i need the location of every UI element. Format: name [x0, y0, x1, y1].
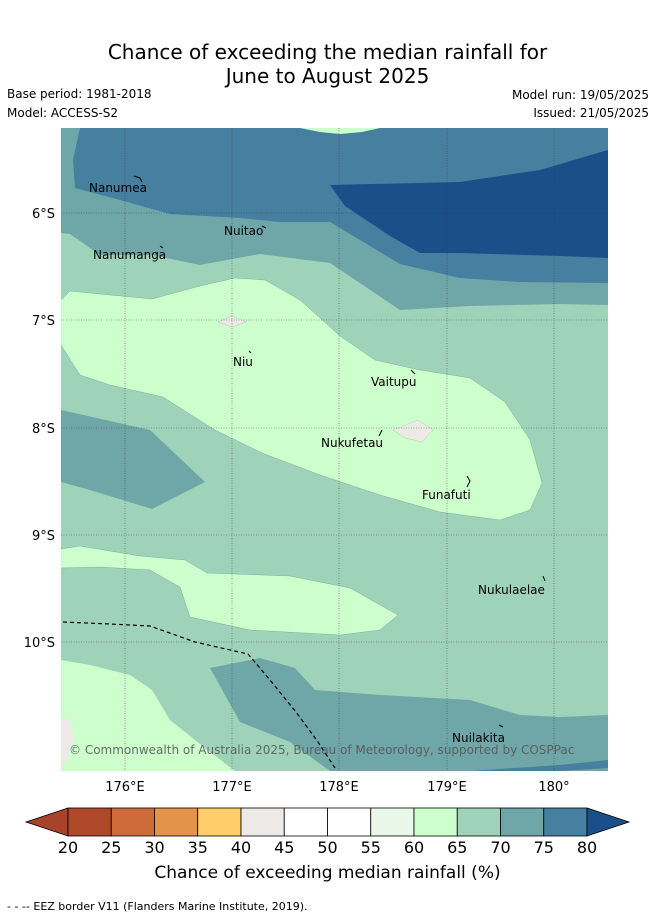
colorbar-segment: [456, 807, 501, 837]
colorbar-under-arrow: [24, 807, 69, 837]
title-line-2: June to August 2025: [225, 64, 430, 88]
lat-label-8s: 8°S: [32, 422, 55, 437]
contour-60-65-southwest: [61, 660, 235, 771]
island-vaitupu-mark: [410, 369, 416, 375]
colorbar-tick-label: 35: [188, 838, 208, 857]
place-labels: Nanumea Nuitao Nanumanga Niu Vaitupu Nuk…: [89, 181, 545, 745]
colorbar-tick-label: 30: [144, 838, 164, 857]
lat-label-6s: 6°S: [32, 207, 55, 222]
title-line-1: Chance of exceeding the median rainfall …: [107, 40, 548, 64]
contour-70-75-west: [61, 410, 205, 509]
contour-45-55-blob-c: [61, 718, 74, 763]
graticule: [61, 128, 608, 771]
island-nuitao-mark: [261, 225, 267, 229]
rainfall-map: Nanumea Nuitao Nanumanga Niu Vaitupu Nuk…: [61, 128, 608, 771]
colorbar-tick-label: 20: [58, 838, 78, 857]
latitude-labels: 6°S 7°S 8°S 9°S 10°S: [24, 207, 55, 651]
label-nanumea: Nanumea: [89, 181, 147, 195]
colorbar-tick-label: 50: [317, 838, 337, 857]
lon-label-177e: 177°E: [212, 780, 252, 795]
island-nuilakita-mark: [498, 724, 504, 728]
map-title: Chance of exceeding the median rainfall …: [0, 40, 655, 88]
lon-label-179e: 179°E: [427, 780, 467, 795]
island-nanumanga-mark: [159, 245, 164, 249]
contour-60-65-south: [61, 546, 398, 635]
colorbar-segment: [370, 807, 415, 837]
island-nukulaelae-mark: [542, 575, 546, 582]
colorbar-segment: [197, 807, 242, 837]
colorbar-segment: [67, 807, 112, 837]
label-nuilakita: Nuilakita: [452, 731, 505, 745]
island-niu-mark: [248, 350, 252, 354]
model-name: Model: ACCESS-S2: [7, 106, 119, 120]
colorbar-tick-label: 60: [404, 838, 424, 857]
colorbar-tick-label: 65: [447, 838, 467, 857]
label-niu: Niu: [233, 355, 253, 369]
label-nukufetau: Nukufetau: [321, 436, 383, 450]
colorbar-segment: [110, 807, 155, 837]
contour-over-80: [330, 150, 608, 258]
contour-top-patch: [300, 128, 380, 134]
contour-75-80-south: [470, 760, 608, 771]
colorbar-tick-label: 55: [361, 838, 381, 857]
label-nanumanga: Nanumanga: [93, 248, 166, 262]
colorbar-segment: [327, 807, 372, 837]
colorbar-segment: [240, 807, 285, 837]
longitude-labels: 176°E 177°E 178°E 179°E 180°: [105, 780, 569, 795]
colorbar-segment: [154, 807, 199, 837]
label-funafuti: Funafuti: [422, 488, 471, 502]
base-period: Base period: 1981-2018: [7, 87, 152, 101]
contour-70-75-southeast: [210, 658, 608, 771]
colorbar-tick-label: 40: [231, 838, 251, 857]
island-nukufetau-mark: [378, 429, 383, 437]
contour-lines: [61, 277, 543, 636]
colorbar-tick-label: 75: [534, 838, 554, 857]
lat-label-7s: 7°S: [32, 314, 55, 329]
island-funafuti-mark: [466, 475, 471, 488]
label-nukulaelae: Nukulaelae: [478, 583, 545, 597]
eez-border-line: [62, 621, 336, 769]
lat-label-9s: 9°S: [32, 529, 55, 544]
lon-label-176e: 176°E: [105, 780, 145, 795]
lon-label-180: 180°: [538, 780, 569, 795]
lat-label-10s: 10°S: [24, 636, 55, 651]
island-outlines: [133, 175, 546, 728]
issued-date: Issued: 21/05/2025: [533, 106, 649, 120]
colorbar: 20 25 30 35 40 45 50 55 60 65 70 75 80: [24, 807, 631, 857]
colorbar-over-arrow: [586, 807, 631, 837]
label-vaitupu: Vaitupu: [371, 375, 417, 389]
lon-label-178e: 178°E: [319, 780, 359, 795]
copyright-text: © Commonwealth of Australia 2025, Bureau…: [69, 743, 574, 757]
label-nuitao: Nuitao: [224, 224, 263, 238]
colorbar-segment: [283, 807, 328, 837]
eez-legend-note: - - -- EEZ border V11 (Flanders Marine I…: [7, 900, 308, 913]
colorbar-tick-label: 25: [101, 838, 121, 857]
colorbar-segment: [543, 807, 588, 837]
island-nanumea-mark: [133, 175, 143, 183]
colorbar-tick-label: 70: [490, 838, 510, 857]
colorbar-segment: [413, 807, 458, 837]
colorbar-tick-label: 80: [577, 838, 597, 857]
colorbar-segment: [500, 807, 545, 837]
model-run: Model run: 19/05/2025: [511, 88, 649, 102]
colorbar-tick-label: 45: [274, 838, 294, 857]
contour-60-65-central: [61, 278, 542, 520]
colorbar-title: Chance of exceeding median rainfall (%): [154, 863, 501, 883]
contour-45-55-blob-b: [392, 419, 434, 443]
